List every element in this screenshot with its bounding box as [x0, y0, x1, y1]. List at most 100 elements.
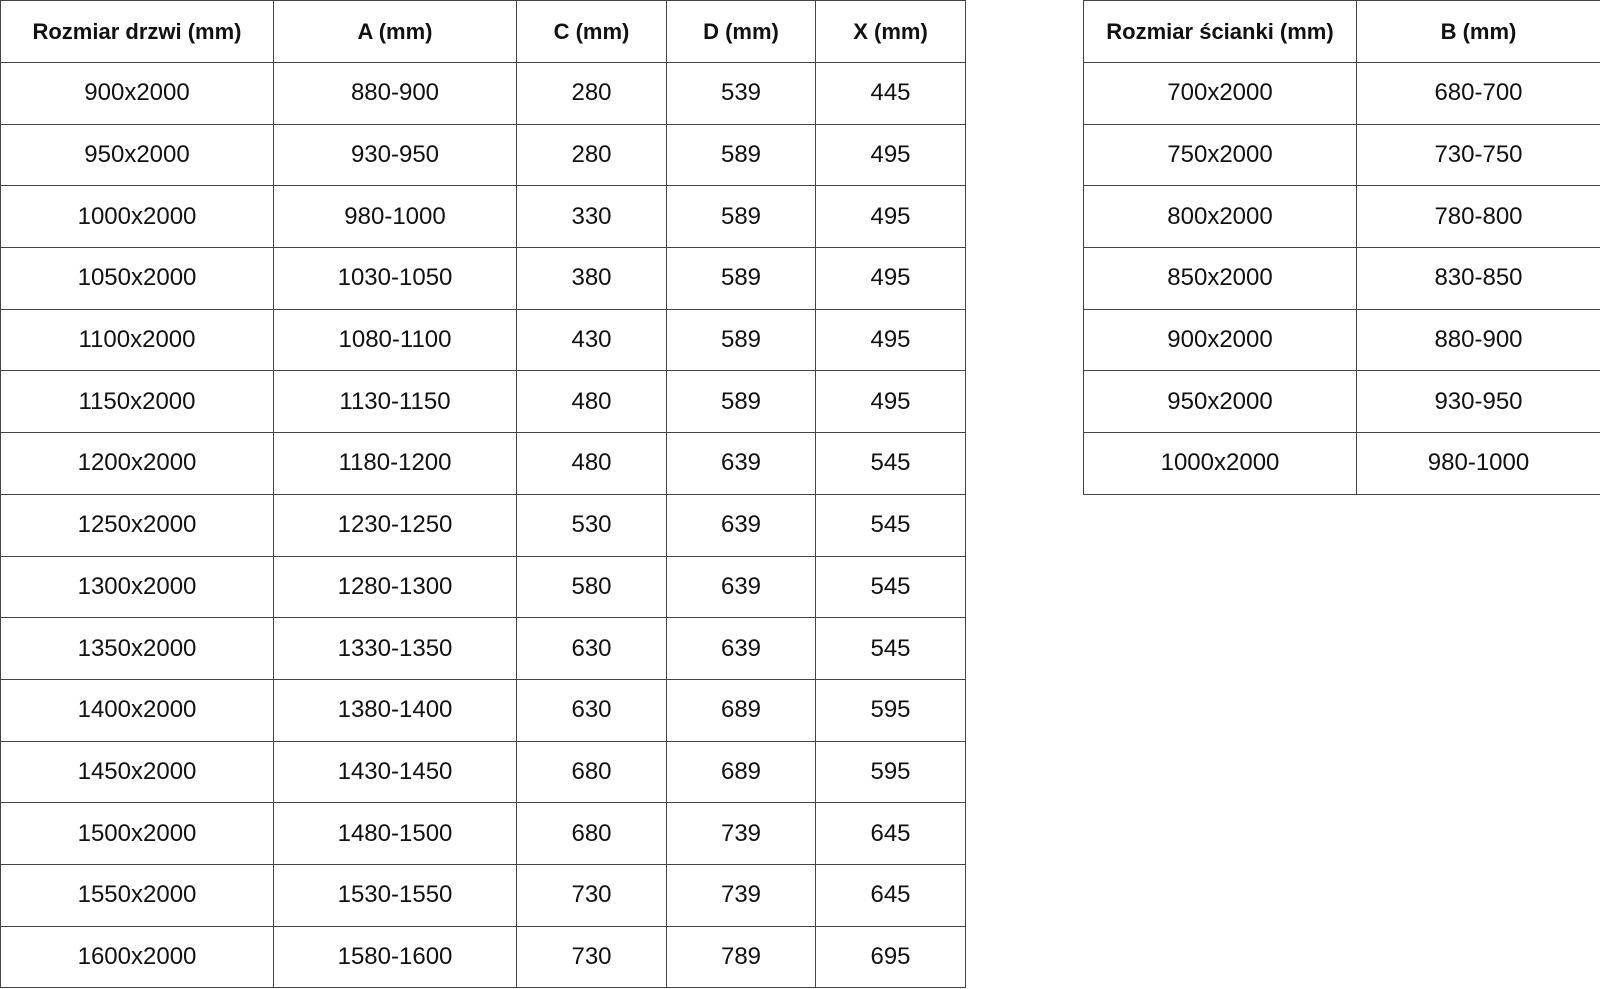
table-cell: 589: [666, 123, 816, 187]
table-cell: 780-800: [1356, 185, 1600, 249]
table-cell: 1030-1050: [273, 247, 517, 310]
table-cell: 280: [516, 123, 667, 187]
table-row: 1200x2000 1180-1200 480 639 545: [0, 432, 966, 495]
table-row: 900x2000 880-900: [1083, 308, 1600, 372]
table-cell: 680: [516, 740, 667, 804]
table-cell: 545: [815, 555, 966, 619]
table-cell: 1000x2000: [1083, 432, 1357, 495]
table-cell: 680: [516, 802, 667, 865]
table-cell: 1450x2000: [0, 740, 274, 804]
column-header: Rozmiar ścianki (mm): [1083, 0, 1357, 63]
table-cell: 700x2000: [1083, 62, 1357, 125]
table-cell: 330: [516, 185, 667, 249]
table-cell: 639: [666, 555, 816, 619]
column-header: B (mm): [1356, 0, 1600, 63]
table-cell: 495: [815, 123, 966, 187]
table-row: 1600x2000 1580-1600 730 789 695: [0, 925, 966, 989]
table-cell: 639: [666, 432, 816, 495]
table-cell: 900x2000: [1083, 308, 1357, 372]
table-cell: 689: [666, 740, 816, 804]
table-cell: 1600x2000: [0, 925, 274, 989]
table-row: 1050x2000 1030-1050 380 589 495: [0, 247, 966, 310]
table-cell: 630: [516, 678, 667, 742]
door-table-body: 900x2000 880-900 280 539 445 950x2000 930-950 2…: [0, 62, 966, 989]
table-cell: 695: [815, 925, 966, 989]
table-cell: 689: [666, 678, 816, 742]
table-row: 1550x2000 1530-1550 730 739 645: [0, 863, 966, 927]
table-cell: 850x2000: [1083, 247, 1357, 310]
table-cell: 480: [516, 432, 667, 495]
table-cell: 730: [516, 863, 667, 927]
table-cell: 1330-1350: [273, 617, 517, 680]
table-cell: 1080-1100: [273, 308, 517, 372]
table-cell: 980-1000: [1356, 432, 1600, 495]
table-cell: 639: [666, 617, 816, 680]
table-cell: 1050x2000: [0, 247, 274, 310]
table-row: 850x2000 830-850: [1083, 247, 1600, 310]
table-cell: 589: [666, 247, 816, 310]
table-cell: 880-900: [273, 62, 517, 125]
table-cell: 750x2000: [1083, 123, 1357, 187]
column-header: C (mm): [516, 0, 667, 63]
table-row: 950x2000 930-950: [1083, 370, 1600, 434]
table-cell: 1230-1250: [273, 493, 517, 557]
table-cell: 739: [666, 802, 816, 865]
wall-size-table: Rozmiar ścianki (mm) B (mm) 700x2000 680-7…: [1083, 0, 1600, 495]
table-cell: 595: [815, 678, 966, 742]
table-row: 950x2000 930-950 280 589 495: [0, 123, 966, 187]
table-cell: 530: [516, 493, 667, 557]
table-cell: 545: [815, 617, 966, 680]
table-row: 1150x2000 1130-1150 480 589 495: [0, 370, 966, 434]
door-size-table: Rozmiar drzwi (mm) A (mm) C (mm) D (mm) X (m…: [0, 0, 966, 989]
table-cell: 580: [516, 555, 667, 619]
table-row: 1300x2000 1280-1300 580 639 545: [0, 555, 966, 619]
table-cell: 495: [815, 370, 966, 434]
table-cell: 1200x2000: [0, 432, 274, 495]
table-cell: 800x2000: [1083, 185, 1357, 249]
table-cell: 1500x2000: [0, 802, 274, 865]
column-header: D (mm): [666, 0, 816, 63]
table-cell: 495: [815, 308, 966, 372]
table-cell: 1350x2000: [0, 617, 274, 680]
table-cell: 880-900: [1356, 308, 1600, 372]
table-cell: 900x2000: [0, 62, 274, 125]
door-table-header: Rozmiar drzwi (mm) A (mm) C (mm) D (mm) X (m…: [0, 0, 966, 63]
table-cell: 645: [815, 863, 966, 927]
table-cell: 1480-1500: [273, 802, 517, 865]
table-cell: 639: [666, 493, 816, 557]
table-cell: 1300x2000: [0, 555, 274, 619]
table-cell: 1180-1200: [273, 432, 517, 495]
table-cell: 380: [516, 247, 667, 310]
table-row: 1000x2000 980-1000 330 589 495: [0, 185, 966, 249]
wall-table-header: Rozmiar ścianki (mm) B (mm): [1083, 0, 1600, 63]
table-cell: 1530-1550: [273, 863, 517, 927]
table-cell: 930-950: [273, 123, 517, 187]
table-cell: 1100x2000: [0, 308, 274, 372]
table-cell: 830-850: [1356, 247, 1600, 310]
table-cell: 1580-1600: [273, 925, 517, 989]
table-cell: 495: [815, 247, 966, 310]
table-row: 1000x2000 980-1000: [1083, 432, 1600, 495]
table-cell: 589: [666, 370, 816, 434]
table-cell: 1000x2000: [0, 185, 274, 249]
table-cell: 930-950: [1356, 370, 1600, 434]
table-cell: 280: [516, 62, 667, 125]
column-header: Rozmiar drzwi (mm): [0, 0, 274, 63]
table-row: 1250x2000 1230-1250 530 639 545: [0, 493, 966, 557]
table-row: 750x2000 730-750: [1083, 123, 1600, 187]
table-row: 1400x2000 1380-1400 630 689 595: [0, 678, 966, 742]
table-cell: 1380-1400: [273, 678, 517, 742]
column-header: X (mm): [815, 0, 966, 63]
wall-table-body: 700x2000 680-700 750x2000 730-750 800x2000 78…: [1083, 62, 1600, 495]
table-row: 1100x2000 1080-1100 430 589 495: [0, 308, 966, 372]
table-cell: 680-700: [1356, 62, 1600, 125]
table-cell: 645: [815, 802, 966, 865]
table-row: 1500x2000 1480-1500 680 739 645: [0, 802, 966, 865]
table-cell: 430: [516, 308, 667, 372]
table-row: 1350x2000 1330-1350 630 639 545: [0, 617, 966, 680]
table-cell: 980-1000: [273, 185, 517, 249]
table-row: 800x2000 780-800: [1083, 185, 1600, 249]
table-cell: 1430-1450: [273, 740, 517, 804]
table-cell: 595: [815, 740, 966, 804]
table-cell: 1280-1300: [273, 555, 517, 619]
